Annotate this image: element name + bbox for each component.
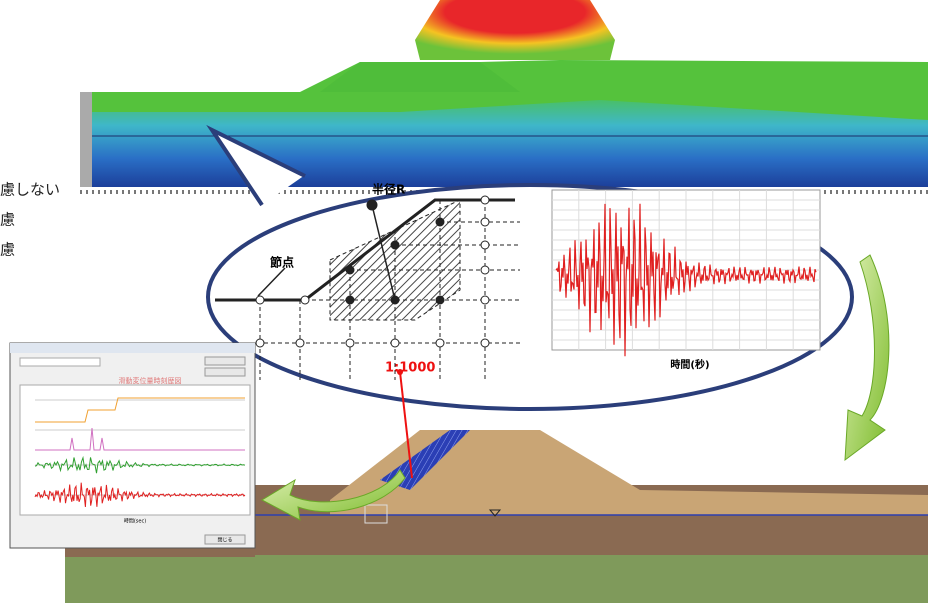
side-label: 慮しない	[0, 181, 60, 199]
radius-label: 半径R	[372, 182, 405, 197]
node	[481, 266, 489, 274]
window-title: 滑動変位量時刻歴図	[119, 376, 182, 385]
scale-label: 1:1000	[385, 361, 435, 376]
side-text: 慮しない 慮 慮	[0, 181, 60, 259]
fem-section	[80, 0, 928, 192]
node	[481, 296, 489, 304]
node	[436, 296, 444, 304]
close-label[interactable]: 閉じる	[217, 538, 232, 544]
node	[346, 266, 354, 274]
axis-label: 時間(秒)	[670, 358, 709, 371]
node	[346, 339, 354, 347]
node	[296, 339, 304, 347]
node	[481, 218, 489, 226]
software-window	[10, 343, 255, 548]
side-label: 慮	[0, 211, 15, 229]
node	[391, 296, 399, 304]
node	[256, 339, 264, 347]
page: 慮しない 慮 慮 節点 半径R 時間(秒) 1:1000 滑動変位量時刻歴図 時…	[0, 0, 928, 603]
node	[301, 296, 309, 304]
node	[391, 339, 399, 347]
node	[481, 241, 489, 249]
node	[481, 339, 489, 347]
illustration: 慮しない 慮 慮 節点 半径R 時間(秒) 1:1000 滑動変位量時刻歴図 時…	[0, 0, 928, 603]
node	[346, 296, 354, 304]
node	[256, 296, 264, 304]
node	[436, 339, 444, 347]
waveform-chart	[552, 190, 820, 356]
node-label: 節点	[270, 255, 294, 270]
node	[436, 218, 444, 226]
side-label: 慮	[0, 241, 15, 259]
node	[481, 196, 489, 204]
window-x-label: 時間(sec)	[124, 519, 146, 525]
node	[391, 241, 399, 249]
